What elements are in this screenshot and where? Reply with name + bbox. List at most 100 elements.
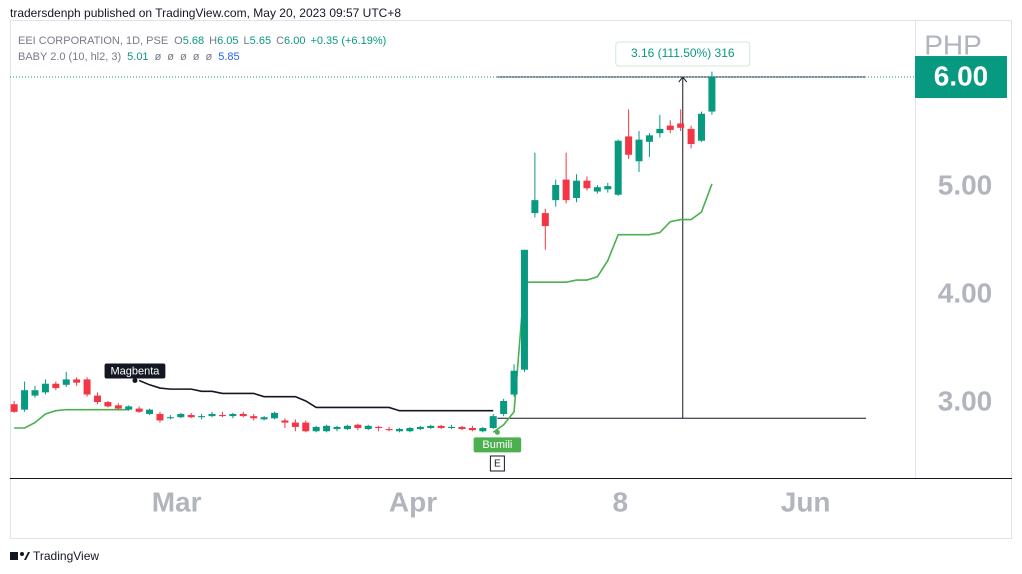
candle-body	[21, 390, 29, 410]
candle-body	[489, 416, 497, 428]
candle-body	[83, 379, 91, 395]
footer: TradingView	[33, 549, 99, 563]
candle-body	[114, 405, 122, 409]
candle-body	[177, 413, 185, 418]
candle-body	[385, 429, 393, 431]
ohlc-label: O	[174, 35, 183, 47]
measure-box	[615, 41, 751, 67]
candle-body	[604, 186, 612, 190]
candle-body	[468, 427, 476, 431]
candle-body	[656, 128, 664, 134]
candle-body	[458, 426, 466, 430]
annotation-point	[132, 377, 138, 383]
symbol: EEI CORPORATION, 1D, PSE	[18, 35, 168, 47]
candle-body	[343, 425, 351, 430]
annotation-box	[473, 437, 522, 453]
annotation-point	[494, 429, 500, 435]
frame	[10, 20, 1012, 539]
candle-body	[698, 113, 706, 141]
candle-body	[677, 123, 685, 128]
event-box	[489, 455, 505, 472]
candle-body	[635, 139, 643, 162]
ohlc-value: 5.65	[250, 35, 271, 47]
candle-body	[52, 383, 60, 389]
candle-body	[41, 383, 49, 393]
x-tick-label: Jun	[781, 486, 831, 517]
candle-body	[666, 125, 674, 130]
annotation-label: Magbenta	[111, 365, 161, 377]
candle-body	[166, 417, 174, 419]
y-tick-label: 5.00	[938, 169, 993, 200]
candle-body	[593, 187, 601, 192]
x-tick-label: Apr	[389, 486, 437, 517]
candle-body	[281, 420, 289, 423]
indicator: BABY 2.0 (10, hl2, 3)	[18, 51, 121, 63]
x-tick-label: 8	[612, 486, 628, 517]
candle-body	[645, 135, 653, 142]
candle-body	[62, 379, 70, 385]
candle-body	[614, 140, 622, 195]
candle-body	[250, 416, 258, 419]
candle-body	[573, 180, 581, 198]
candle-body	[135, 408, 143, 412]
candle-body	[333, 426, 341, 430]
indicator-value: ø	[167, 51, 174, 63]
annotation-label: Bumili	[482, 439, 512, 451]
ohlc-label: C	[276, 35, 284, 47]
x-tick-label: Mar	[152, 486, 202, 517]
indicator-row: BABY 2.0 (10, hl2, 3) 5.01 ø ø ø ø ø 5.85	[18, 51, 240, 63]
candle-body	[218, 415, 226, 417]
ohlc-label: L	[244, 35, 250, 47]
last-price-label: 6.00	[934, 60, 989, 91]
candle-body	[364, 425, 372, 430]
candle-body	[687, 128, 695, 144]
candle-body	[510, 370, 518, 395]
candle-body	[625, 136, 633, 155]
indicator-value: ø	[193, 51, 200, 63]
indicator-value: ø	[180, 51, 187, 63]
candle-body	[312, 426, 320, 432]
candle-body	[10, 404, 18, 412]
candle-body	[406, 427, 414, 432]
candle-body	[531, 200, 539, 214]
candle-body	[187, 415, 195, 418]
candle-body	[708, 77, 716, 112]
candle-body	[552, 185, 560, 201]
y-tick-label: 4.00	[938, 277, 993, 308]
candle-body	[31, 390, 39, 396]
y-tick-label: 3.00	[938, 385, 993, 416]
candle-body	[271, 412, 279, 419]
candle-body	[260, 417, 268, 420]
ohlc-value: 6.05	[217, 35, 238, 47]
indicator-value: ø	[155, 51, 162, 63]
annotation-box	[104, 363, 166, 379]
candle-body	[208, 413, 216, 417]
footer-logo	[10, 552, 30, 560]
candle-body	[427, 425, 435, 428]
candle-body	[146, 409, 154, 414]
candle-body	[156, 413, 164, 421]
indicator-line	[138, 379, 494, 412]
event-label: E	[494, 459, 501, 470]
candle-body	[93, 395, 101, 403]
last-price-box	[915, 56, 1007, 99]
indicator-value: 5.85	[218, 51, 239, 63]
ohlc-label: H	[209, 35, 217, 47]
candle-body	[541, 213, 549, 227]
indicator-value: 5.01	[127, 51, 148, 63]
candle-body	[229, 413, 237, 417]
candle-body	[302, 422, 310, 432]
indicator-value: ø	[206, 51, 213, 63]
candle-body	[239, 413, 247, 417]
candle-body	[448, 426, 456, 428]
change: +0.35 (+6.19%)	[310, 35, 386, 47]
candle-body	[291, 422, 299, 427]
candle-body	[323, 425, 331, 432]
measure-label: 3.16 (111.50%) 316	[631, 46, 735, 60]
candle-body	[479, 427, 487, 432]
candle-body	[198, 416, 206, 418]
candle-body	[375, 426, 383, 428]
indicator-line	[14, 183, 713, 433]
